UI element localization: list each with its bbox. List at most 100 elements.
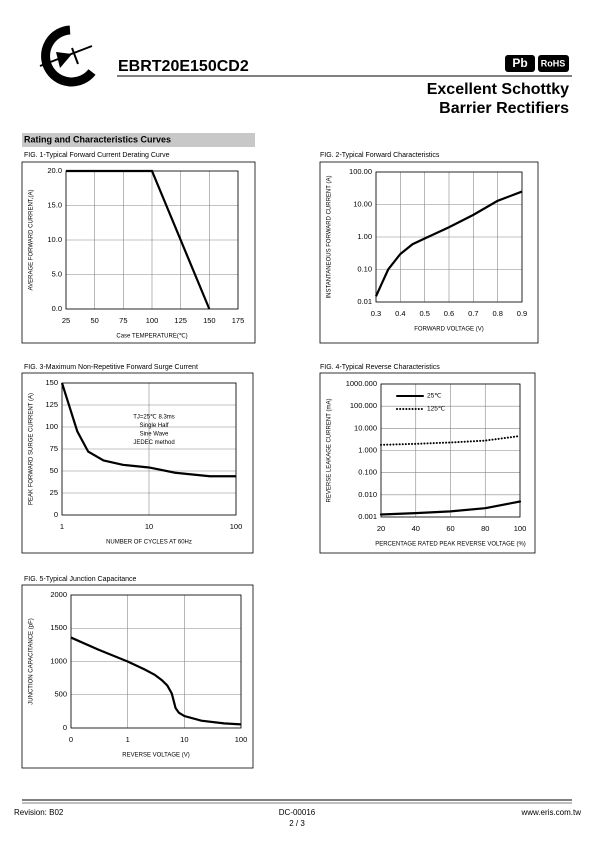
logo: [39, 25, 96, 87]
plot-border: [61, 382, 237, 516]
data-line: [66, 169, 211, 310]
y-tick-label: 1000.000: [346, 379, 377, 388]
x-tick-label: 60: [446, 524, 454, 533]
chart-title: FIG. 5-Typical Junction Capacitance: [24, 576, 137, 583]
y-tick-label: 25: [50, 488, 58, 497]
y-tick-label: 1.000: [358, 445, 377, 454]
y-tick-label: 100.00: [349, 167, 372, 176]
annotation: TJ=25℃ 8.3ms: [133, 415, 175, 421]
y-tick-label: 1500: [50, 623, 67, 632]
plot-border: [380, 383, 521, 518]
x-tick-label: 0.8: [492, 309, 502, 318]
y-axis-label: PEAK FORWARD SURGE CURRENT (A): [29, 393, 35, 505]
y-tick-label: 500: [54, 690, 67, 699]
section-bar: [22, 133, 255, 147]
revision: Revision: B02: [14, 808, 64, 817]
y-tick-label: 10.0: [47, 235, 62, 244]
chart-frame: [319, 161, 539, 344]
data-line: [70, 636, 242, 726]
x-tick-label: 150: [203, 316, 216, 325]
y-axis-label: JUNCTION CAPACITANCE (pF): [29, 618, 35, 704]
x-tick-label: 10: [180, 735, 188, 744]
charts: FIG. 1-Typical Forward Current Derating …: [21, 152, 539, 769]
x-axis-label: NUMBER OF CYCLES AT 60Hz: [106, 540, 192, 546]
data-line: [379, 500, 522, 516]
x-tick-label: 100: [146, 316, 159, 325]
badge-bg: [538, 55, 569, 72]
title-line: Barrier Rectifiers: [439, 100, 569, 117]
x-axis-label: PERCENTAGE RATED PEAK REVERSE VOLTAGE (%…: [375, 542, 526, 548]
plot-border: [70, 594, 242, 729]
x-tick-label: 80: [481, 524, 489, 533]
y-tick-label: 0.100: [358, 468, 377, 477]
chart-title: FIG. 3-Maximum Non-Repetitive Forward Su…: [24, 364, 198, 371]
chart-title: FIG. 4-Typical Reverse Characteristics: [320, 364, 440, 371]
section-title: Rating and Characteristics Curves: [24, 134, 171, 144]
annotation: Sine Wave: [140, 432, 169, 438]
y-tick-label: 0: [63, 723, 67, 732]
x-tick-label: 0.6: [444, 309, 454, 318]
y-tick-label: 0.001: [358, 512, 377, 521]
x-tick-label: 125: [174, 316, 187, 325]
y-axis-label: INSTANTANEOUS FORWARD CURRENT (A): [327, 175, 333, 298]
x-tick-label: 50: [90, 316, 98, 325]
plot-border: [375, 171, 523, 303]
x-tick-label: 100: [230, 522, 243, 531]
x-axis-label: REVERSE VOLTAGE (V): [122, 753, 189, 759]
x-tick-label: 25: [62, 316, 70, 325]
chart-title: FIG. 2-Typical Forward Characteristics: [320, 152, 440, 159]
chart-frame: [21, 161, 256, 344]
y-tick-label: 5.0: [52, 269, 62, 278]
y-axis-label: AVERAGE FORWARD CURRENT,(A): [29, 190, 35, 291]
y-tick-label: 0.01: [357, 297, 372, 306]
x-axis-label: Case TEMPERATURE(℃): [116, 334, 187, 340]
y-tick-label: 75: [50, 444, 58, 453]
y-tick-label: 1000: [50, 656, 67, 665]
data-line: [374, 190, 523, 297]
x-tick-label: 0.9: [517, 309, 527, 318]
x-tick-label: 0.3: [371, 309, 381, 318]
y-tick-label: 1.00: [357, 232, 372, 241]
chart-title: FIG. 1-Typical Forward Current Derating …: [24, 152, 170, 159]
y-tick-label: 20.0: [47, 166, 62, 175]
x-tick-label: 0: [69, 735, 73, 744]
y-tick-label: 10.000: [354, 423, 377, 432]
y-tick-label: 0.0: [52, 304, 62, 313]
website: www.eris.com.tw: [520, 808, 581, 817]
y-tick-label: 15.0: [47, 200, 62, 209]
x-tick-label: 1: [126, 735, 130, 744]
part-number: EBRT20E150CD2: [118, 58, 249, 75]
chart-frame: [319, 372, 536, 554]
annotation: Single Half: [139, 423, 168, 429]
legend-label: 25℃: [427, 393, 442, 400]
x-axis-label: FORWARD VOLTAGE (V): [414, 327, 483, 333]
x-tick-label: 10: [145, 522, 153, 531]
x-tick-label: 175: [232, 316, 245, 325]
x-tick-label: 20: [377, 524, 385, 533]
x-tick-label: 100: [235, 735, 248, 744]
y-tick-label: 50: [50, 466, 58, 475]
y-tick-label: 2000: [50, 590, 67, 599]
doc-number: DC-00016: [279, 808, 316, 817]
x-tick-label: 0.5: [419, 309, 429, 318]
y-tick-label: 0: [54, 510, 58, 519]
chart-frame: [21, 372, 254, 554]
x-tick-label: 1: [60, 522, 64, 531]
x-tick-label: 75: [119, 316, 127, 325]
y-tick-label: 0.010: [358, 490, 377, 499]
legend-label: 125℃: [427, 406, 446, 413]
y-tick-label: 100.000: [350, 401, 377, 410]
badge-rohs: RoHS: [541, 58, 566, 68]
x-tick-label: 0.4: [395, 309, 405, 318]
badge-pb: Pb: [512, 56, 527, 70]
data-line: [60, 382, 236, 478]
x-tick-label: 0.7: [468, 309, 478, 318]
y-tick-label: 150: [45, 378, 58, 387]
badge-bg: [505, 55, 535, 72]
y-axis-label: REVERSE LEAKAGE CURRENT (mA): [327, 399, 333, 503]
x-tick-label: 40: [412, 524, 420, 533]
title-line: Excellent Schottky: [427, 81, 569, 98]
y-tick-label: 100: [45, 422, 58, 431]
y-tick-label: 0.10: [357, 264, 372, 273]
